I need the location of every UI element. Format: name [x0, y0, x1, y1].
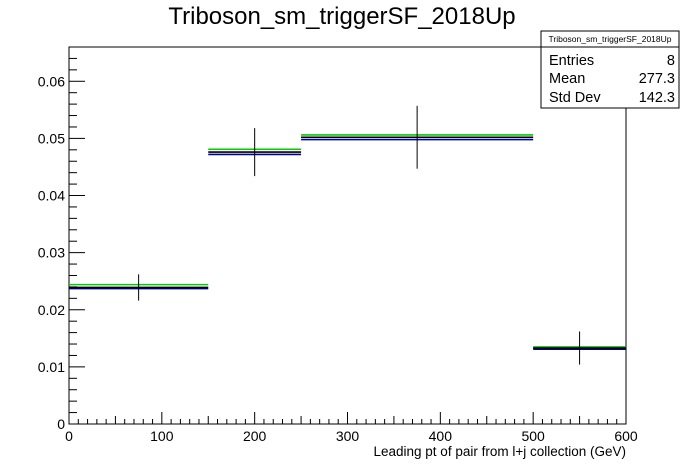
y-tick-label: 0.05 [38, 130, 65, 146]
x-tick-label: 600 [614, 428, 638, 444]
y-tick-label: 0.04 [38, 188, 65, 204]
y-axis: 0 0.01 0.02 0.03 0.04 0.05 0.06 [38, 46, 85, 432]
error-bars [138, 105, 581, 365]
x-tick-label: 500 [521, 428, 545, 444]
x-tick-label: 300 [336, 428, 360, 444]
x-axis: 0 100 200 300 400 500 600 [65, 412, 638, 444]
y-tick-label: 0.02 [38, 302, 65, 318]
stats-mean-value: 277.3 [639, 71, 675, 87]
y-tick-label: 0 [57, 416, 65, 432]
y-tick-label: 0.01 [38, 359, 65, 375]
x-axis-label: Leading pt of pair from l+j collection (… [374, 444, 627, 459]
x-tick-label: 400 [429, 428, 453, 444]
stats-entries-label: Entries [549, 53, 594, 69]
stats-stddev-value: 142.3 [639, 90, 675, 106]
x-tick-label: 200 [243, 428, 267, 444]
stats-stddev-label: Std Dev [549, 90, 601, 106]
stats-entries-value: 8 [667, 53, 675, 69]
chart-title: Triboson_sm_triggerSF_2018Up [168, 3, 515, 30]
stats-box-frame [540, 30, 680, 109]
stats-mean-label: Mean [549, 71, 585, 87]
y-tick-label: 0.06 [38, 73, 65, 89]
stats-box: Triboson_sm_triggerSF_2018Up Entries 8 M… [540, 30, 680, 109]
x-tick-label: 100 [150, 428, 174, 444]
y-tick-label: 0.03 [38, 245, 65, 261]
histogram-bars [69, 134, 626, 350]
stats-box-title: Triboson_sm_triggerSF_2018Up [549, 34, 672, 44]
x-tick-label: 0 [65, 428, 73, 444]
